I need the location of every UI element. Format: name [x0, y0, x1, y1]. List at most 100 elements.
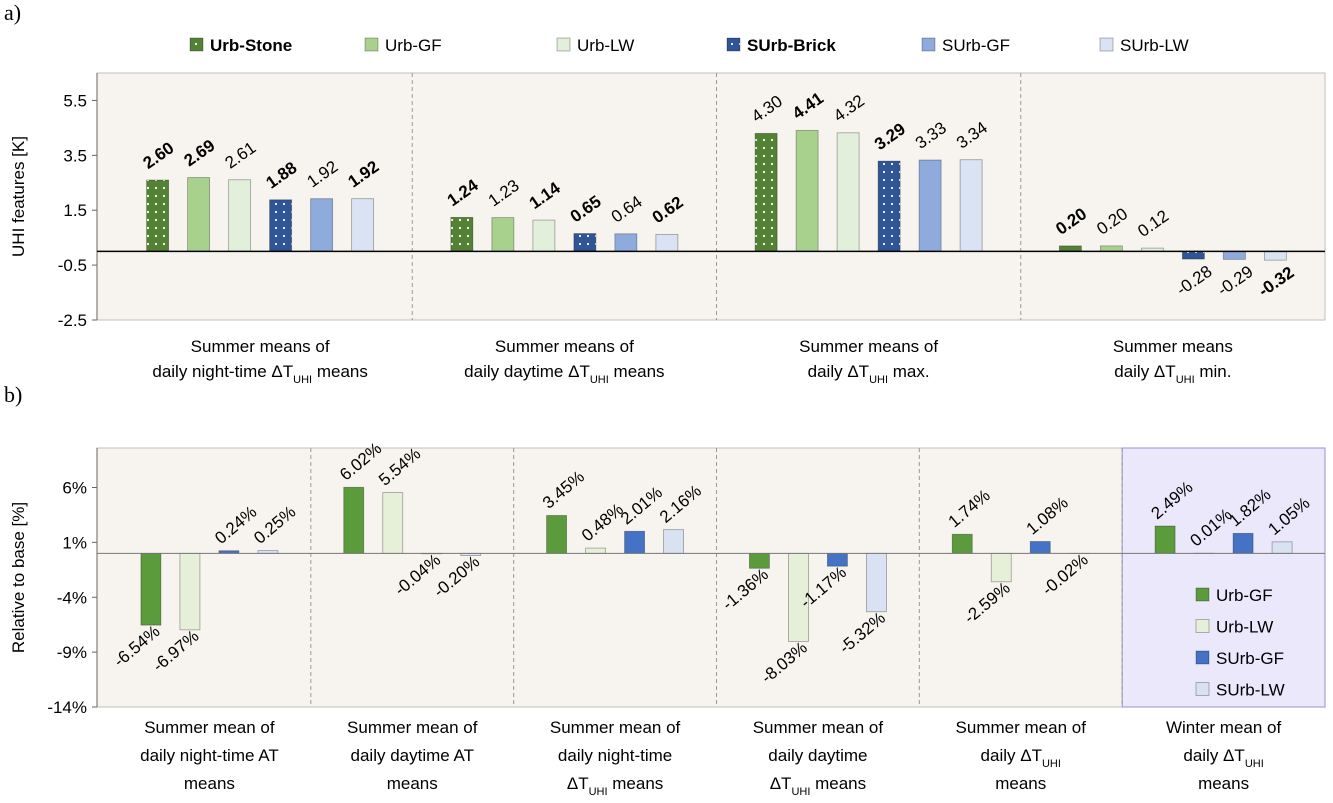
category-label: daily night-time ΔTUHI means — [152, 362, 368, 386]
bar — [1029, 541, 1051, 554]
bar — [990, 552, 1012, 583]
legend-label: SUrb-GF — [942, 36, 1010, 55]
category-label: Summer mean of — [956, 718, 1087, 737]
bar — [836, 132, 860, 252]
subscript: UHI — [589, 786, 608, 798]
label-part: ΔT — [567, 774, 589, 793]
bar — [951, 533, 973, 554]
label-part: Winter mean of — [1166, 718, 1282, 737]
category-label: Summer mean of — [550, 718, 681, 737]
bar — [1232, 532, 1254, 554]
subscript: UHI — [791, 786, 810, 798]
bar — [795, 129, 819, 252]
category-label: means — [995, 774, 1046, 793]
category-label: daily daytime AT — [351, 746, 474, 765]
label-part: Summer means of — [495, 337, 634, 356]
label-part: daily ΔT — [981, 746, 1042, 765]
legend-swatch — [1195, 682, 1210, 696]
y-tick-label: -14% — [47, 698, 87, 717]
bar — [866, 552, 887, 613]
panel-label: a) — [4, 0, 21, 25]
bar — [310, 198, 334, 252]
bar — [959, 159, 983, 252]
legend-label: Urb-Stone — [210, 36, 292, 55]
label-part: Summer mean of — [347, 718, 478, 737]
bar — [655, 233, 679, 252]
bar — [228, 179, 252, 252]
bar — [663, 529, 684, 554]
label-part: means — [387, 774, 438, 793]
category-label: ΔTUHI means — [567, 774, 663, 798]
label-part: ΔT — [770, 774, 792, 793]
legend-label: Urb-GF — [385, 36, 442, 55]
y-axis-title: UHI features [K] — [9, 136, 28, 257]
label-part: daily ΔT — [1114, 362, 1175, 381]
plot-area — [96, 72, 1326, 321]
highlight-area — [1121, 447, 1326, 708]
bar — [187, 177, 211, 252]
category-label: daily ΔTUHI — [1183, 746, 1263, 770]
category-label: Summer means of — [799, 337, 938, 356]
legend-swatch — [556, 37, 571, 52]
legend-swatch — [1195, 650, 1210, 665]
bar — [343, 486, 365, 554]
legend-label: Urb-LW — [577, 36, 634, 55]
category-label: Summer means of — [495, 337, 634, 356]
legend-label: SUrb-LW — [1216, 681, 1285, 700]
bar — [585, 547, 606, 554]
label-part: daily night-time ΔT — [152, 362, 293, 381]
legend-label: SUrb-GF — [1216, 649, 1284, 668]
category-label: Summer mean of — [347, 718, 478, 737]
label-part: Summer mean of — [956, 718, 1087, 737]
bar — [1263, 250, 1287, 261]
category-label: Summer means of — [191, 337, 330, 356]
legend-swatch — [726, 37, 741, 52]
label-part: daily night-time AT — [140, 746, 279, 765]
legend-swatch — [364, 37, 379, 52]
bar — [1154, 525, 1176, 554]
y-tick-label: -4% — [57, 588, 87, 607]
label-part: Summer means — [1113, 337, 1233, 356]
label-part: min. — [1195, 362, 1232, 381]
y-tick-label: -2.5 — [58, 311, 87, 330]
label-part: Summer mean of — [144, 718, 275, 737]
y-tick-label: 6% — [62, 479, 87, 498]
y-tick-label: 3.5 — [63, 146, 87, 165]
bar — [450, 216, 474, 252]
label-part: means — [608, 774, 664, 793]
category-label: Winter mean of — [1166, 718, 1282, 737]
plot-area — [96, 447, 1326, 708]
legend-swatch — [189, 37, 204, 52]
category-label: Summer mean of — [144, 718, 275, 737]
bar — [351, 198, 375, 252]
bar — [140, 552, 162, 626]
category-label: Summer means — [1113, 337, 1233, 356]
legend-label: Urb-GF — [1216, 586, 1273, 605]
legend-swatch — [1099, 37, 1114, 52]
label-part: means — [609, 362, 665, 381]
category-label: daily ΔTUHI — [981, 746, 1061, 770]
bar — [146, 179, 170, 252]
bar — [269, 199, 293, 252]
bar — [532, 219, 556, 252]
category-label: daily night-time — [558, 746, 672, 765]
label-part: Summer mean of — [550, 718, 681, 737]
label-part: daily daytime AT — [351, 746, 474, 765]
subscript: UHI — [293, 374, 312, 386]
category-label: daily daytime ΔTUHI means — [464, 362, 664, 386]
legend-label: SUrb-Brick — [747, 36, 836, 55]
label-part: daily night-time — [558, 746, 672, 765]
panel-label: b) — [4, 382, 22, 407]
y-axis-title: Relative to base [%] — [9, 502, 28, 653]
category-label: daily daytime — [768, 746, 867, 765]
legend-label: Urb-LW — [1216, 618, 1273, 637]
bar — [573, 233, 597, 252]
category-label: means — [184, 774, 235, 793]
bar — [918, 159, 942, 252]
label-part: means — [810, 774, 866, 793]
bar — [754, 132, 778, 252]
y-tick-label: 5.5 — [63, 91, 87, 110]
subscript: UHI — [1176, 374, 1195, 386]
bar — [179, 552, 201, 631]
